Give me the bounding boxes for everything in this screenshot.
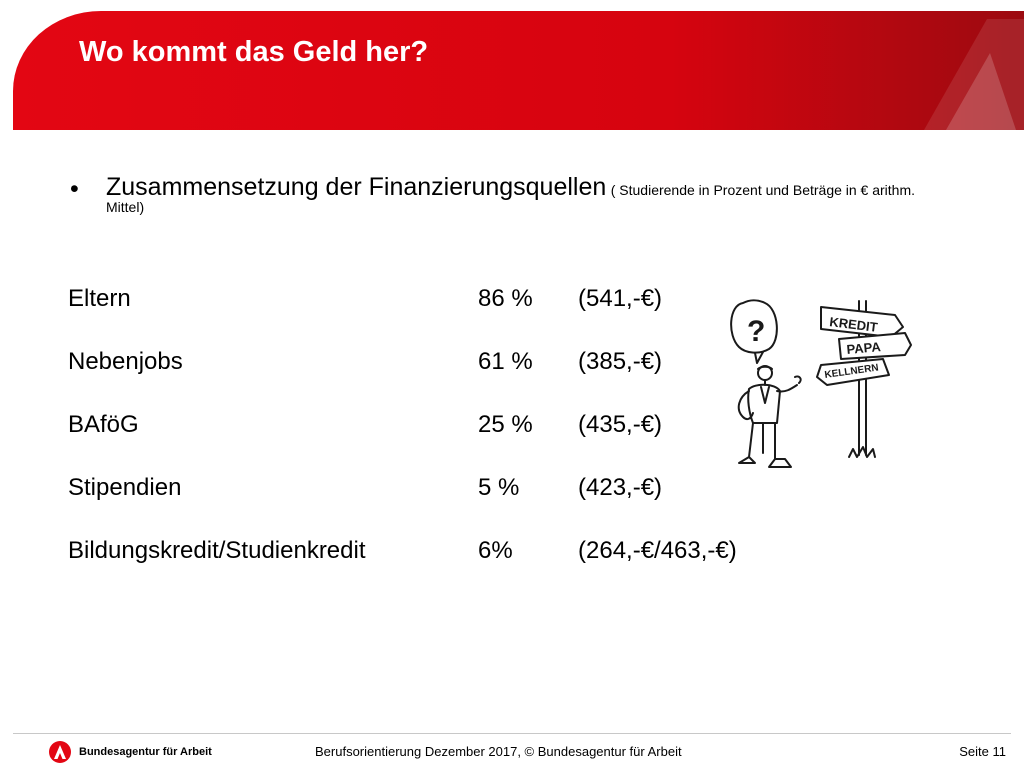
thought-bubble-icon: ?	[730, 299, 778, 364]
source-amount: (264,-€/463,-€)	[578, 537, 737, 564]
source-percent: 61 %	[478, 348, 533, 375]
source-amount: (385,-€)	[578, 348, 663, 375]
page-number: Seite 11	[959, 744, 1006, 759]
bullet-point: • Zusammensetzung der Finanzierungsquell…	[70, 175, 930, 216]
sign-papa-text: PAPA	[846, 339, 882, 357]
source-label: Eltern	[68, 285, 131, 312]
source-percent: 86 %	[478, 285, 533, 312]
source-percent: 5 %	[478, 474, 520, 501]
source-label: Stipendien	[68, 474, 182, 501]
source-label: BAföG	[68, 411, 139, 438]
source-label: Nebenjobs	[68, 348, 183, 375]
person-figure-icon	[737, 365, 802, 468]
title-banner: Wo kommt das Geld her?	[13, 11, 1024, 130]
source-amount: (541,-€)	[578, 285, 663, 312]
footer-logo: Bundesagentur für Arbeit	[48, 741, 212, 763]
org-name: Bundesagentur für Arbeit	[79, 746, 212, 758]
page-title: Wo kommt das Geld her?	[79, 36, 429, 68]
sign-kredit-text: KREDIT	[829, 314, 879, 335]
source-percent: 6%	[478, 537, 513, 564]
bullet-main-text: Zusammensetzung der Finanzierungsquellen	[106, 173, 607, 201]
bullet-note-text: ( Studierende in Prozent und Beträge in …	[106, 182, 916, 215]
source-amount: (435,-€)	[578, 411, 663, 438]
footer-divider	[13, 733, 1011, 734]
question-mark: ?	[747, 315, 765, 348]
agency-logo-watermark-icon	[924, 19, 1024, 130]
source-percent: 25 %	[478, 411, 533, 438]
bullet-dot: •	[70, 175, 79, 203]
signpost-icon: KREDIT PAPA KELLNERN	[816, 300, 912, 458]
source-label: Bildungskredit/Studienkredit	[68, 537, 366, 564]
source-amount: (423,-€)	[578, 474, 663, 501]
agency-logo-icon	[49, 741, 71, 763]
footer-text: Berufsorientierung Dezember 2017, © Bund…	[315, 744, 682, 759]
signpost-cartoon: ? KREDIT PAPA KELLNERN	[730, 299, 912, 468]
